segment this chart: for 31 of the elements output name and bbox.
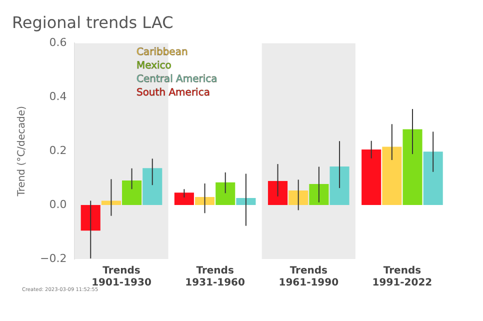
bar <box>80 205 100 231</box>
text: South America <box>136 87 210 98</box>
chart-title: Regional trends LAC <box>12 12 174 32</box>
bar <box>236 198 256 206</box>
y-tick-label: 0.0 <box>49 198 67 211</box>
bar <box>362 149 382 206</box>
x-tick-label: Trends 1931-1960 <box>185 266 246 289</box>
x-tick-label: Trends 1991-2022 <box>372 266 432 289</box>
bar <box>382 146 402 206</box>
bar <box>268 181 288 206</box>
y-tick-label: −0.2 <box>40 252 67 265</box>
bar <box>402 129 422 206</box>
x-tick-label: Trends 1901-1930 <box>92 266 152 289</box>
bar <box>216 182 236 206</box>
text: Caribbean <box>136 46 188 58</box>
bar <box>142 168 162 206</box>
text: Central America <box>136 74 218 85</box>
y-tick-label: 0.2 <box>49 144 67 157</box>
y-tick-label: 0.4 <box>49 90 67 104</box>
bar <box>101 200 121 206</box>
bar <box>330 166 350 206</box>
bar <box>122 180 142 206</box>
y-tick-label: 0.6 <box>49 36 67 50</box>
bar <box>174 192 194 206</box>
bar <box>423 152 443 206</box>
text: Mexico <box>136 60 172 72</box>
y-axis-title: Trend (°C/decade) <box>16 106 28 198</box>
bar <box>195 196 215 206</box>
x-tick-label: Trends 1961-1990 <box>278 266 339 289</box>
bar <box>309 184 329 206</box>
bar <box>288 190 308 206</box>
